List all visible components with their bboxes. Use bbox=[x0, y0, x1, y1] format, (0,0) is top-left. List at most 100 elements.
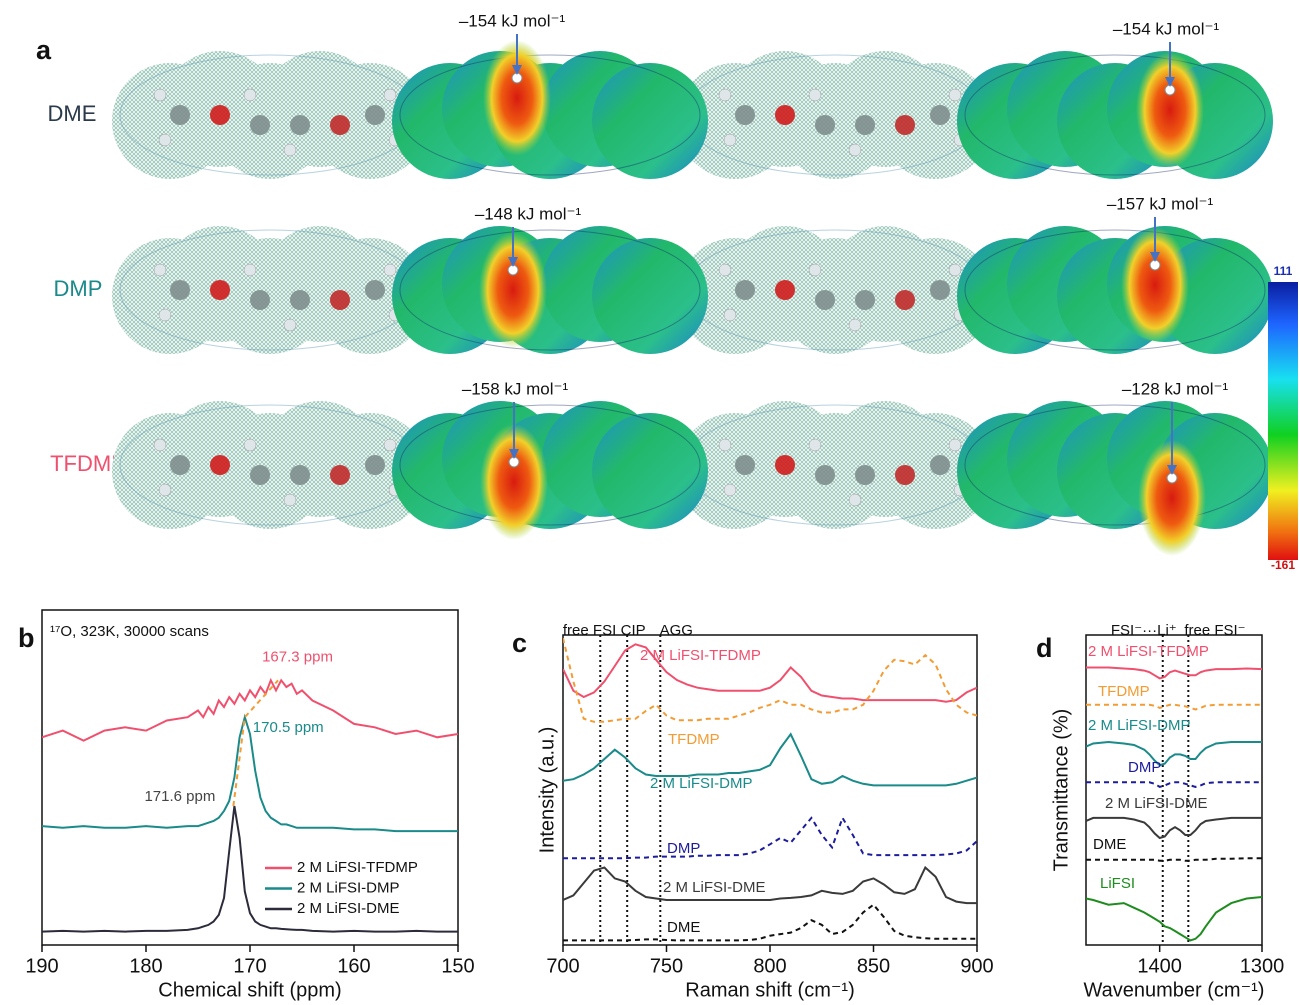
spectrum-line bbox=[1086, 857, 1262, 862]
atom bbox=[815, 465, 835, 485]
esp-surface bbox=[957, 226, 1273, 354]
atom bbox=[290, 290, 310, 310]
spectrum-line bbox=[1086, 666, 1262, 680]
atom bbox=[930, 105, 950, 125]
atom bbox=[855, 115, 875, 135]
esp-annotation: –154 kJ mol⁻¹ bbox=[1113, 19, 1220, 38]
atom bbox=[250, 465, 270, 485]
atom bbox=[330, 115, 350, 135]
series-label: LiFSI bbox=[1100, 875, 1135, 892]
atom bbox=[948, 438, 962, 452]
x-tick-label: 900 bbox=[960, 955, 993, 977]
surface-lobe bbox=[592, 238, 708, 354]
atom bbox=[723, 483, 737, 497]
atom bbox=[930, 280, 950, 300]
surface-outline bbox=[964, 54, 1266, 176]
x-tick-label: 180 bbox=[129, 955, 162, 977]
spectrum-line bbox=[563, 815, 977, 860]
x-tick-label: 150 bbox=[441, 955, 474, 977]
esp-minimum bbox=[1164, 84, 1176, 96]
esp-hotspot bbox=[483, 40, 551, 156]
esp-hotspot bbox=[1138, 440, 1206, 556]
series-label: 2 M LiFSI-DME bbox=[663, 879, 766, 896]
atom bbox=[815, 115, 835, 135]
esp-annotation: –128 kJ mol⁻¹ bbox=[1122, 379, 1229, 398]
mesh-surface bbox=[677, 226, 993, 354]
spectrum-line bbox=[563, 732, 977, 787]
reference-label: CIP bbox=[621, 622, 646, 639]
spectrum-line bbox=[563, 865, 977, 905]
esp-minimum bbox=[507, 264, 519, 276]
series-label: DME bbox=[1093, 836, 1126, 853]
esp-minimum bbox=[511, 72, 523, 84]
esp-annotation: –158 kJ mol⁻¹ bbox=[462, 379, 569, 398]
mesh-surface bbox=[677, 51, 993, 179]
atom bbox=[243, 263, 257, 277]
atom bbox=[158, 483, 172, 497]
atom bbox=[210, 455, 230, 475]
y-axis-label: Intensity (a.u.) bbox=[536, 727, 558, 854]
esp-hotspot bbox=[479, 232, 547, 348]
series-label: 2 M LiFSI-TFDMP bbox=[640, 647, 761, 664]
plot-area bbox=[42, 677, 458, 933]
atom bbox=[848, 493, 862, 507]
esp-minimum bbox=[508, 456, 520, 468]
series-label: 2 M LiFSI-TFDMP bbox=[1088, 643, 1209, 660]
atom bbox=[290, 115, 310, 135]
series-label: DME bbox=[667, 919, 700, 936]
atom bbox=[283, 318, 297, 332]
atom bbox=[775, 280, 795, 300]
atom bbox=[283, 493, 297, 507]
atom bbox=[815, 290, 835, 310]
peak-label: 170.5 ppm bbox=[253, 719, 324, 736]
series-label: DMP bbox=[667, 840, 700, 857]
x-axis-label: Raman shift (cm⁻¹) bbox=[685, 979, 854, 1001]
series-label: 2 M LiFSI-DMP bbox=[1088, 717, 1191, 734]
atom bbox=[243, 438, 257, 452]
atom bbox=[153, 88, 167, 102]
atom bbox=[723, 133, 737, 147]
atom bbox=[735, 280, 755, 300]
panel-label: a bbox=[36, 35, 52, 65]
spectrum-line bbox=[563, 643, 977, 703]
surface-outline bbox=[399, 229, 701, 351]
peak-label: 171.6 ppm bbox=[144, 788, 215, 805]
esp-surface bbox=[957, 51, 1273, 179]
atom bbox=[158, 308, 172, 322]
spectrum-line bbox=[1086, 816, 1262, 840]
atom bbox=[848, 143, 862, 157]
mesh-surface bbox=[112, 226, 428, 354]
atom bbox=[153, 263, 167, 277]
esp-surface bbox=[392, 226, 708, 354]
molecule-name: DME bbox=[48, 101, 97, 126]
x-axis-label: Chemical shift (ppm) bbox=[158, 979, 341, 1001]
atom bbox=[808, 438, 822, 452]
mesh-surface bbox=[112, 51, 428, 179]
atom bbox=[158, 133, 172, 147]
x-tick-label: 700 bbox=[546, 955, 579, 977]
esp-minimum bbox=[1166, 472, 1178, 484]
series-label: DMP bbox=[1128, 759, 1161, 776]
atom bbox=[170, 455, 190, 475]
esp-surface bbox=[392, 40, 708, 179]
atom bbox=[210, 280, 230, 300]
atom bbox=[365, 455, 385, 475]
x-tick-label: 1400 bbox=[1137, 955, 1182, 977]
reference-label: FSI⁻···Li⁺ bbox=[1111, 622, 1177, 639]
spectrum-line bbox=[42, 805, 458, 933]
atom bbox=[895, 115, 915, 135]
y-axis-label: Transmittance (%) bbox=[1050, 709, 1072, 872]
plot-frame bbox=[1085, 634, 1263, 946]
spectrum-line bbox=[42, 713, 458, 833]
annotation: ¹⁷O, 323K, 30000 scans bbox=[50, 623, 209, 640]
atom bbox=[170, 105, 190, 125]
esp-annotation: –154 kJ mol⁻¹ bbox=[459, 11, 566, 30]
colorbar-min: -161 bbox=[1271, 558, 1295, 572]
esp-minimum bbox=[1149, 259, 1161, 271]
surface-outline bbox=[399, 54, 701, 176]
legend-label: 2 M LiFSI-DMP bbox=[297, 879, 400, 896]
plot-area bbox=[1086, 666, 1262, 942]
atom bbox=[895, 290, 915, 310]
atom bbox=[735, 455, 755, 475]
atom bbox=[723, 308, 737, 322]
